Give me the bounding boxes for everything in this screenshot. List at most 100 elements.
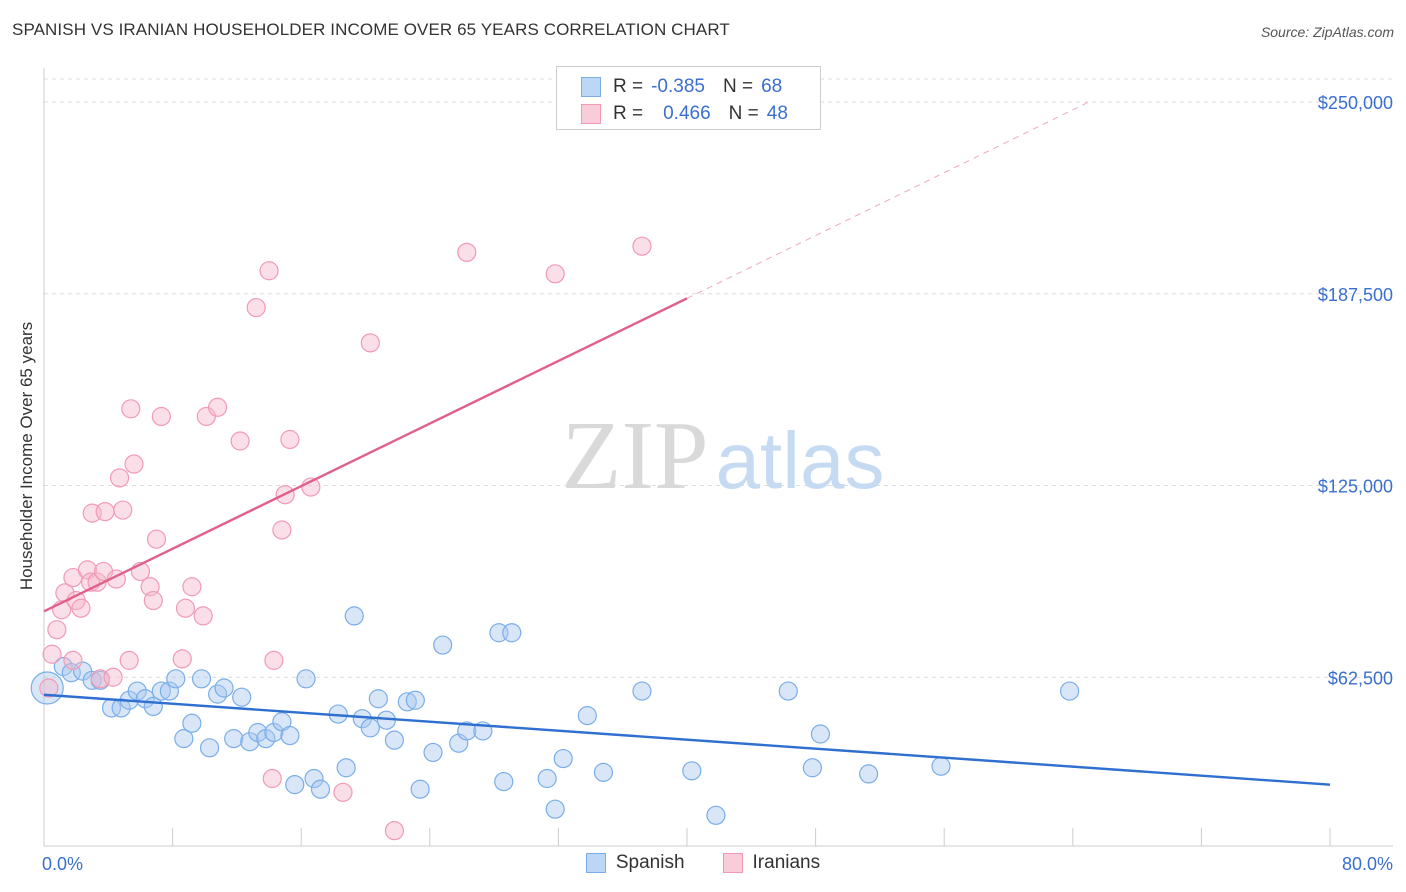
spanish-point bbox=[593, 762, 614, 782]
iranians-point bbox=[264, 650, 284, 670]
spanish-point bbox=[310, 779, 331, 799]
iranians-point bbox=[119, 650, 139, 670]
spanish-point bbox=[457, 721, 477, 741]
iranians-point bbox=[632, 236, 652, 256]
spanish-point bbox=[224, 729, 244, 749]
iranians-point bbox=[39, 678, 59, 698]
spanish-point bbox=[264, 722, 284, 743]
legend-stats-row-spanish: R = -0.385 N = 68 bbox=[581, 74, 782, 100]
iranians-point bbox=[230, 431, 250, 451]
legend-item-spanish[interactable]: Spanish bbox=[585, 852, 685, 874]
legend-label-spanish: Spanish bbox=[615, 852, 685, 873]
spanish-point bbox=[174, 729, 194, 749]
legend-stats: R = -0.385 N = 68 R = 0.466 N = 48 bbox=[556, 66, 821, 130]
spanish-point bbox=[280, 725, 300, 746]
legend-swatch-iranians bbox=[722, 853, 743, 873]
iranians-point bbox=[384, 821, 405, 841]
spanish-point bbox=[778, 681, 798, 701]
y-tick-label: $62,500 bbox=[1328, 668, 1393, 688]
spanish-point bbox=[397, 692, 417, 712]
spanish-point bbox=[577, 706, 597, 726]
spanish-point bbox=[304, 768, 324, 789]
iranians-point bbox=[95, 501, 115, 522]
spanish-point bbox=[384, 730, 405, 750]
spanish-point bbox=[553, 748, 573, 769]
source-label: Source: ZipAtlas.com bbox=[1260, 24, 1394, 40]
iranians-point bbox=[193, 606, 213, 626]
iranians-point bbox=[333, 782, 353, 802]
iranians-point bbox=[42, 644, 62, 664]
legend-swatch-spanish bbox=[585, 853, 606, 873]
legend-swatch-spanish bbox=[581, 77, 601, 97]
iranians-point bbox=[272, 520, 292, 540]
n-label: N = bbox=[722, 76, 754, 97]
iranians-point bbox=[360, 333, 380, 353]
iranians-point bbox=[143, 590, 163, 611]
n-value: 48 bbox=[766, 103, 788, 124]
spanish-point bbox=[931, 756, 951, 776]
spanish-point bbox=[191, 669, 212, 689]
chart-title: SPANISH VS IRANIAN HOUSEHOLDER INCOME OV… bbox=[12, 20, 730, 39]
iranians-point bbox=[280, 429, 300, 450]
iranians-point bbox=[146, 529, 167, 549]
n-value: 68 bbox=[761, 76, 783, 97]
y-tick-label: $125,000 bbox=[1318, 477, 1393, 497]
grid-layer: $62,500 $125,000 $187,500 $250,000 bbox=[44, 78, 1393, 688]
spanish-point bbox=[368, 689, 388, 709]
n-label: N = bbox=[728, 103, 759, 124]
iranians-point bbox=[259, 261, 279, 281]
iranians-point bbox=[109, 468, 130, 488]
spanish-point bbox=[545, 799, 565, 819]
spanish-point bbox=[166, 669, 186, 689]
spanish-point bbox=[182, 713, 202, 733]
legend-series: Spanish Iranians bbox=[0, 852, 1406, 874]
spanish-point bbox=[682, 761, 702, 781]
iranians-point bbox=[103, 667, 123, 687]
r-value: -0.385 bbox=[651, 76, 705, 97]
spanish-point bbox=[810, 724, 831, 744]
x-tick-label-min: 0.0% bbox=[42, 854, 83, 874]
iranians-point bbox=[545, 264, 565, 284]
spanish-point bbox=[1059, 681, 1080, 701]
spanish-point bbox=[296, 669, 316, 689]
spanish-point bbox=[360, 718, 380, 738]
watermark: ZIP atlas bbox=[562, 402, 885, 510]
spanish-point bbox=[214, 678, 234, 698]
spanish-trendline bbox=[43, 693, 1331, 786]
legend-item-iranians[interactable]: Iranians bbox=[722, 852, 820, 874]
spanish-point bbox=[232, 687, 252, 707]
iranians-point bbox=[113, 500, 133, 520]
points-layer bbox=[30, 236, 1080, 841]
spanish-point bbox=[423, 742, 443, 763]
iranians-point bbox=[172, 649, 192, 669]
iranians-trendline bbox=[43, 297, 688, 613]
r-value: 0.466 bbox=[663, 103, 711, 124]
spanish-point bbox=[405, 690, 425, 710]
axes-layer bbox=[43, 68, 1393, 847]
iranians-point bbox=[121, 399, 141, 419]
legend-stats-row-iranians: R = 0.466 N = 48 bbox=[581, 101, 788, 127]
iranians-point bbox=[208, 397, 228, 417]
iranians-point bbox=[151, 406, 171, 427]
y-axis-label: Householder Income Over 65 years bbox=[17, 322, 36, 590]
y-tick-label: $250,000 bbox=[1318, 93, 1393, 113]
spanish-point bbox=[82, 670, 102, 690]
iranians-point bbox=[262, 768, 282, 789]
spanish-point bbox=[706, 805, 726, 825]
spanish-point bbox=[410, 779, 430, 799]
x-tick-label-max: 80.0% bbox=[1342, 854, 1393, 874]
iranians-trendline-extension bbox=[686, 101, 1090, 299]
trend-layer bbox=[43, 101, 1331, 786]
watermark-atlas: atlas bbox=[716, 416, 885, 505]
spanish-point bbox=[285, 775, 305, 795]
iranians-point bbox=[246, 297, 266, 318]
y-tick-label: $187,500 bbox=[1318, 285, 1393, 305]
iranians-point bbox=[71, 598, 91, 618]
iranians-point bbox=[47, 620, 67, 640]
iranians-point bbox=[175, 598, 196, 618]
spanish-point bbox=[199, 738, 220, 758]
iranians-point bbox=[63, 650, 83, 670]
watermark-zip: ZIP bbox=[562, 402, 709, 510]
spanish-point bbox=[151, 681, 171, 701]
iranians-point bbox=[124, 454, 144, 474]
